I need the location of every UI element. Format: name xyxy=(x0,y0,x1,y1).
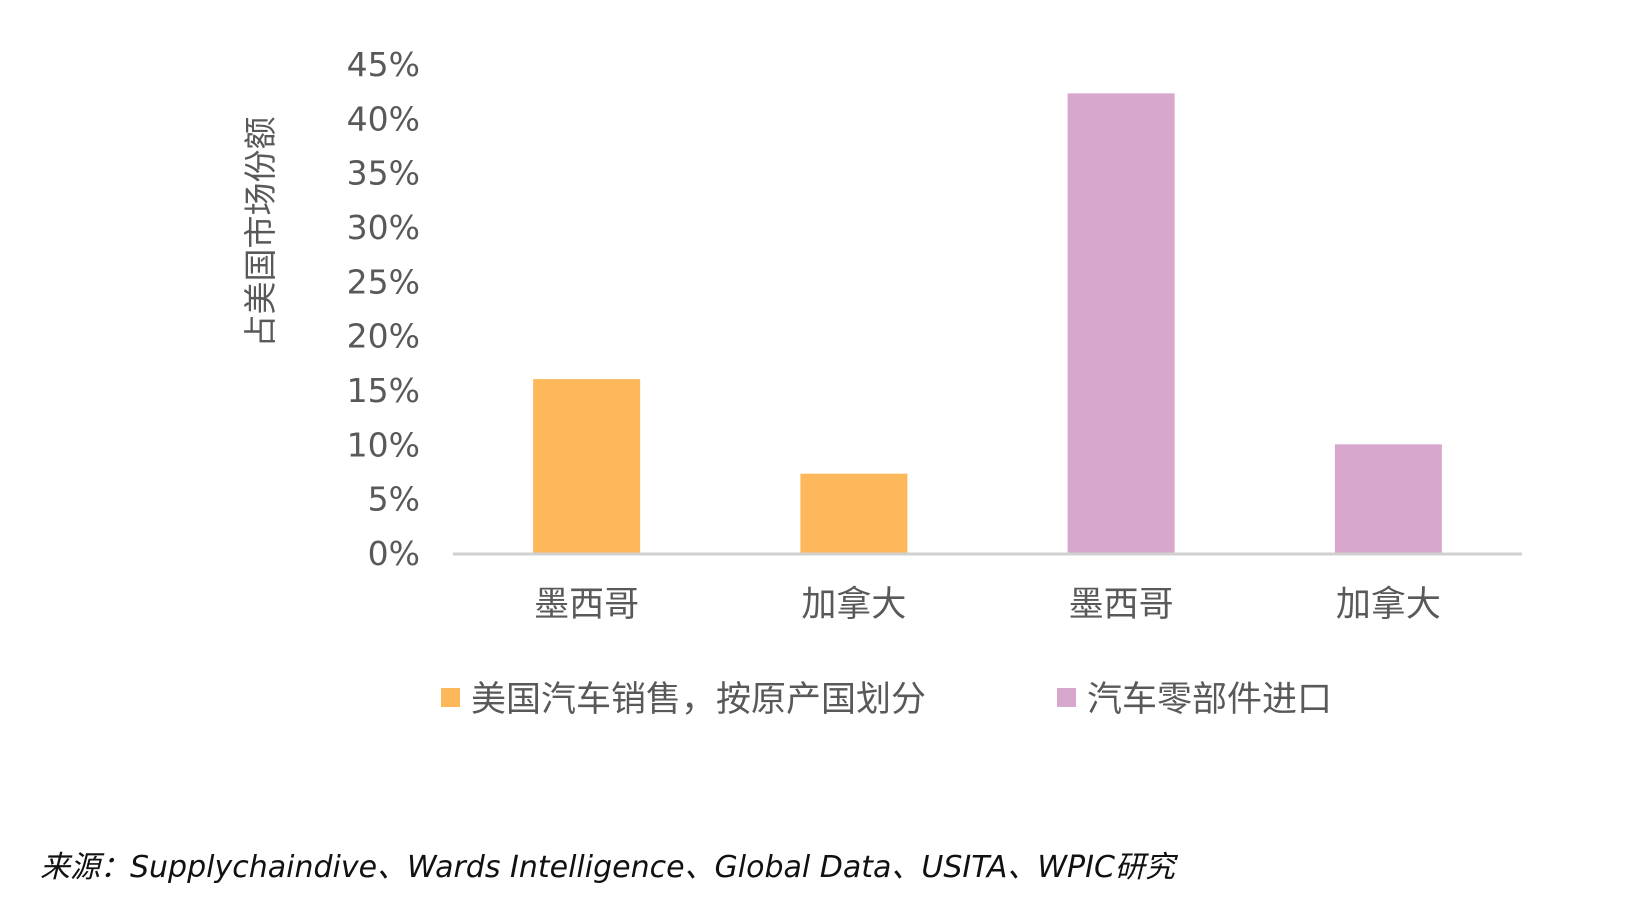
y-tick-label: 5% xyxy=(368,480,420,519)
category-label: 墨西哥 xyxy=(534,585,639,625)
y-axis-title: 占美国市场份额 xyxy=(241,117,280,348)
legend-label: 美国汽车销售，按原产国划分 xyxy=(471,680,926,720)
y-axis-ticks: 0% 5% 10% 15% 20% 25% 30% 35% 40% 45% xyxy=(347,45,420,573)
y-tick-label: 15% xyxy=(347,371,420,410)
legend: 美国汽车销售，按原产国划分 汽车零部件进口 xyxy=(441,680,1332,720)
legend-swatch xyxy=(441,688,460,707)
y-tick-label: 40% xyxy=(347,99,420,138)
category-label: 墨西哥 xyxy=(1069,585,1174,625)
category-label: 加拿大 xyxy=(801,585,906,625)
bar xyxy=(800,473,908,553)
legend-swatch xyxy=(1057,688,1076,707)
y-tick-label: 0% xyxy=(368,534,420,573)
y-tick-label: 10% xyxy=(347,425,420,464)
legend-label: 汽车零部件进口 xyxy=(1087,680,1332,720)
category-label: 加拿大 xyxy=(1336,585,1441,625)
y-tick-label: 35% xyxy=(347,154,420,193)
source-note: 来源：Supplychaindive、Wards Intelligence、Gl… xyxy=(40,850,1175,885)
bar xyxy=(533,379,641,553)
bars xyxy=(533,93,1442,553)
y-tick-label: 30% xyxy=(347,208,420,247)
category-labels: 墨西哥 加拿大 墨西哥 加拿大 xyxy=(534,585,1441,625)
bar xyxy=(1067,93,1175,553)
y-tick-label: 45% xyxy=(347,45,420,84)
y-tick-label: 20% xyxy=(347,317,420,356)
y-tick-label: 25% xyxy=(347,262,420,301)
bar xyxy=(1334,444,1442,553)
